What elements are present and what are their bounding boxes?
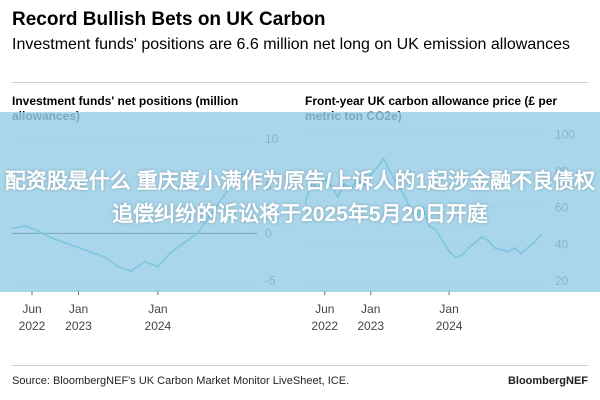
x-tick-label: 2022 <box>311 319 338 333</box>
bottom-divider <box>12 365 588 366</box>
x-tick-label: 2022 <box>19 319 46 333</box>
x-tick-label: Jan <box>148 302 167 316</box>
x-tick-label: Jan <box>361 302 380 316</box>
brand-label: BloombergNEF <box>507 375 588 387</box>
x-tick-label: Jan <box>439 302 458 316</box>
overlay-banner <box>0 112 600 292</box>
x-tick-label: Jun <box>315 302 334 316</box>
x-tick-label: 2024 <box>436 319 463 333</box>
overlay-banner-text: 配资股是什么 重庆度小满作为原告/上诉人的1起涉金融不良债权追偿纠纷的诉讼将于2… <box>4 170 596 226</box>
x-tick-label: 2024 <box>145 319 172 333</box>
source-note: Source: BloombergNEF's UK Carbon Market … <box>12 375 350 387</box>
x-tick-label: Jun <box>22 302 41 316</box>
page-subtitle: Investment funds' positions are 6.6 mill… <box>12 36 571 53</box>
top-divider <box>12 82 588 83</box>
x-tick-label: 2023 <box>357 319 384 333</box>
x-tick-label: 2023 <box>65 319 92 333</box>
page-title: Record Bullish Bets on UK Carbon <box>12 9 326 30</box>
x-tick-label: Jan <box>69 302 88 316</box>
